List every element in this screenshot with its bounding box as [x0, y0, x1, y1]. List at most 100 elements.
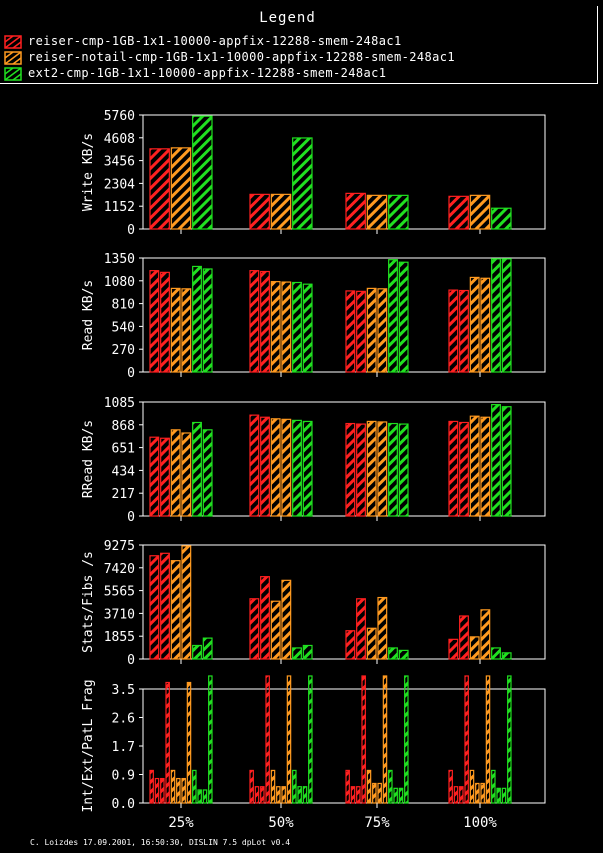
bar — [154, 777, 160, 804]
bar — [149, 555, 160, 660]
bar — [181, 288, 192, 373]
bar — [165, 681, 170, 804]
legend-label: ext2-cmp-1GB-1x1-10000-appfix-12288-smem… — [28, 66, 387, 80]
bar — [388, 647, 398, 660]
bar — [170, 769, 176, 804]
y-axis-label: Read KB/s — [81, 280, 96, 350]
bar — [388, 769, 393, 804]
footer-credit: C. Loizdes 17.09.2001, 16:50:30, DISLIN … — [30, 838, 291, 847]
bar — [202, 268, 213, 373]
bar — [398, 649, 409, 660]
bar — [281, 281, 292, 373]
bar — [276, 786, 281, 804]
bar — [160, 777, 165, 804]
bar — [181, 545, 192, 660]
bar — [270, 418, 281, 517]
bar — [308, 675, 313, 804]
y-tick-label: 1080 — [104, 275, 135, 290]
bar — [202, 637, 213, 660]
plot-frame — [142, 544, 546, 660]
bar — [356, 786, 361, 804]
bar — [501, 406, 512, 517]
bar — [345, 422, 356, 517]
y-tick-label: 5565 — [104, 585, 135, 600]
bar — [480, 416, 491, 517]
y-tick-label: 0 — [127, 366, 135, 381]
legend-label: reiser-cmp-1GB-1x1-10000-appfix-12288-sm… — [28, 34, 402, 48]
bar — [459, 615, 469, 660]
y-tick-label: 0 — [127, 653, 135, 668]
y-axis-label: Stats/Fibs /s — [81, 551, 96, 653]
bar — [507, 675, 512, 804]
y-tick-label: 4608 — [104, 132, 135, 147]
bar — [297, 786, 302, 804]
bar — [181, 777, 186, 804]
bar — [480, 782, 485, 804]
x-tick-label: 75% — [364, 815, 390, 831]
bar — [366, 420, 377, 517]
bar — [149, 148, 170, 230]
y-tick-label: 5760 — [104, 109, 135, 124]
y-tick-label: 3456 — [104, 155, 135, 170]
bar — [448, 769, 453, 804]
legend-entry-reiser-notail: reiser-notail-cmp-1GB-1x1-10000-appfix-1… — [4, 50, 455, 65]
bar — [192, 644, 202, 660]
bar — [501, 258, 512, 373]
bar — [491, 404, 501, 517]
x-tick-label: 25% — [168, 815, 194, 831]
bar — [170, 287, 181, 373]
bar — [366, 627, 377, 660]
bar — [149, 769, 154, 804]
y-tick-label: 1350 — [104, 252, 135, 267]
bar — [448, 638, 459, 660]
legend-swatch-icon — [4, 34, 22, 49]
bar — [491, 647, 501, 660]
y-tick-label: 0.9 — [112, 769, 135, 784]
bar — [270, 281, 281, 373]
bar — [292, 137, 313, 230]
bar — [356, 290, 366, 373]
bar — [404, 675, 409, 804]
bar — [480, 609, 491, 660]
bar — [366, 194, 388, 230]
bar — [345, 769, 350, 804]
bar — [448, 195, 469, 230]
y-tick-label: 2.6 — [112, 712, 135, 727]
bar — [260, 416, 270, 517]
bar — [398, 423, 409, 517]
legend-entry-ext2: ext2-cmp-1GB-1x1-10000-appfix-12288-smem… — [4, 66, 386, 81]
bar — [469, 769, 475, 804]
legend-label: reiser-notail-cmp-1GB-1x1-10000-appfix-1… — [28, 50, 455, 64]
bar — [302, 420, 313, 517]
bar — [448, 420, 459, 517]
legend-title: Legend — [259, 10, 316, 26]
bar — [292, 647, 302, 660]
y-axis-label: RRead KB/s — [81, 420, 96, 498]
bar — [491, 769, 496, 804]
bar — [192, 265, 202, 373]
y-tick-label: 434 — [112, 464, 136, 479]
bar — [170, 429, 181, 517]
bar — [160, 552, 170, 660]
bar — [496, 787, 501, 804]
y-tick-label: 810 — [112, 298, 135, 313]
bar — [345, 290, 356, 373]
x-tick-label: 100% — [463, 815, 497, 831]
bar — [265, 675, 270, 804]
bar — [197, 789, 202, 804]
bar — [270, 769, 276, 804]
bar — [393, 787, 398, 804]
bar — [398, 261, 409, 373]
bar — [192, 421, 202, 517]
y-tick-label: 2304 — [104, 177, 135, 192]
bar — [448, 289, 459, 373]
bar — [485, 675, 491, 804]
y-tick-label: 1.7 — [112, 740, 135, 755]
bar — [453, 786, 459, 804]
bar — [377, 782, 382, 804]
y-tick-label: 0 — [127, 223, 135, 238]
bar — [501, 652, 512, 660]
bar — [281, 579, 292, 660]
bar — [382, 675, 388, 804]
